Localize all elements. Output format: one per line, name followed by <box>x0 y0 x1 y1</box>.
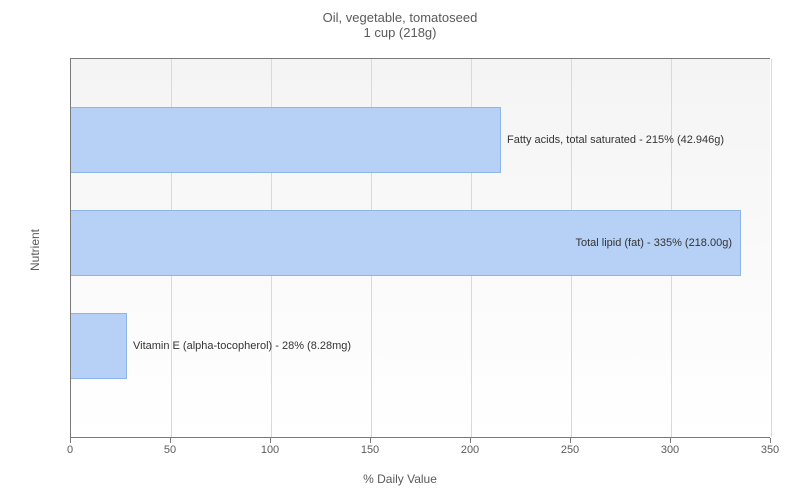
gridline <box>771 59 772 437</box>
bars-layer: Fatty acids, total saturated - 215% (42.… <box>71 59 770 437</box>
plot-area: Fatty acids, total saturated - 215% (42.… <box>70 58 770 438</box>
chart-title: Oil, vegetable, tomatoseed 1 cup (218g) <box>0 0 800 40</box>
x-tick-label: 50 <box>164 444 176 456</box>
bar: Fatty acids, total saturated - 215% (42.… <box>71 107 501 173</box>
x-tick-label: 0 <box>67 444 73 456</box>
x-tick-mark <box>770 438 771 443</box>
x-tick-label: 350 <box>761 444 779 456</box>
x-ticks: 050100150200250300350 <box>70 438 770 458</box>
x-tick-mark <box>370 438 371 443</box>
chart-title-line2: 1 cup (218g) <box>0 25 800 40</box>
bar-label: Fatty acids, total saturated - 215% (42.… <box>507 134 724 146</box>
chart-container: Oil, vegetable, tomatoseed 1 cup (218g) … <box>0 0 800 500</box>
x-tick-mark <box>170 438 171 443</box>
x-tick-mark <box>570 438 571 443</box>
bar: Vitamin E (alpha-tocopherol) - 28% (8.28… <box>71 313 127 379</box>
y-axis-label: Nutrient <box>28 229 42 271</box>
x-tick-label: 250 <box>561 444 579 456</box>
x-tick-label: 100 <box>261 444 279 456</box>
x-tick-mark <box>670 438 671 443</box>
x-tick-label: 200 <box>461 444 479 456</box>
chart-title-line1: Oil, vegetable, tomatoseed <box>0 10 800 25</box>
bar-label: Vitamin E (alpha-tocopherol) - 28% (8.28… <box>133 340 351 352</box>
x-axis-label: % Daily Value <box>363 472 437 486</box>
x-tick-label: 150 <box>361 444 379 456</box>
x-tick-mark <box>70 438 71 443</box>
bar: Total lipid (fat) - 335% (218.00g) <box>71 210 741 276</box>
bar-label: Total lipid (fat) - 335% (218.00g) <box>575 237 732 249</box>
x-tick-mark <box>270 438 271 443</box>
x-tick-mark <box>470 438 471 443</box>
x-tick-label: 300 <box>661 444 679 456</box>
